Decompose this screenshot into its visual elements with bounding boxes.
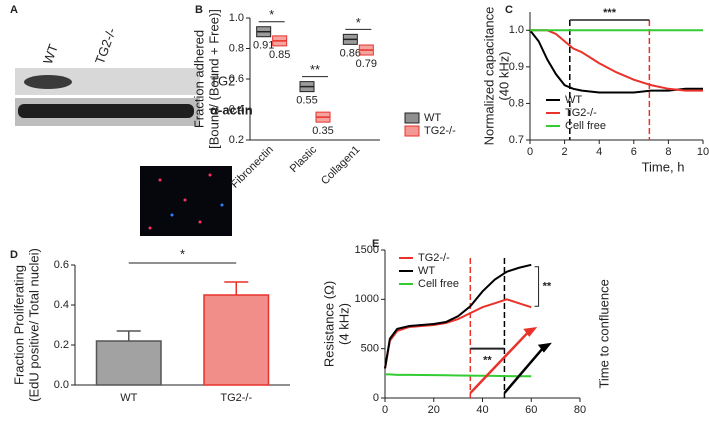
y-axis-label: (40 kHz) bbox=[496, 51, 511, 100]
annotation: * bbox=[180, 246, 185, 261]
y-tick-label: 1.0 bbox=[509, 24, 524, 36]
y-tick-label: 1000 bbox=[355, 293, 379, 305]
y-tick-label: 0.6 bbox=[229, 73, 244, 85]
significance: * bbox=[356, 15, 361, 30]
arrow-head bbox=[523, 326, 538, 337]
series-line bbox=[529, 29, 703, 94]
nucleus bbox=[183, 198, 187, 202]
y-axis-label: Fraction adhered bbox=[191, 30, 206, 128]
x-tick-label: 10 bbox=[697, 146, 709, 158]
x-tick-label: 8 bbox=[665, 146, 671, 158]
significance: * bbox=[269, 7, 274, 22]
x-tick-label: Collagen1 bbox=[319, 144, 363, 188]
nucleus bbox=[170, 213, 174, 217]
annotation: *** bbox=[603, 7, 617, 19]
series-line bbox=[385, 373, 532, 378]
x-tick-label: 40 bbox=[476, 404, 488, 416]
blot-band bbox=[24, 75, 72, 89]
legend-label: WT bbox=[424, 112, 441, 124]
nucleus bbox=[198, 220, 202, 224]
x-tick-label: Plastic bbox=[288, 143, 320, 175]
series-line bbox=[384, 298, 532, 369]
x-tick-label: 20 bbox=[428, 404, 440, 416]
x-tick-label: 60 bbox=[525, 404, 537, 416]
blot-panel: A WT TG2-/- TG2 α-actin bbox=[10, 4, 253, 126]
significance: ** bbox=[310, 62, 320, 77]
y-tick-label: 0.7 bbox=[509, 134, 524, 146]
legend-label: WT bbox=[418, 265, 435, 277]
blot-band bbox=[18, 104, 194, 118]
x-tick-label: WT bbox=[120, 392, 137, 404]
micrograph bbox=[140, 166, 232, 236]
band-label: α-actin bbox=[210, 102, 253, 117]
bar bbox=[203, 294, 270, 386]
y-axis-label: [Bound/ (Bound + Free)] bbox=[206, 9, 221, 149]
y-tick-label: 0.8 bbox=[509, 97, 524, 109]
x-tick-label: 80 bbox=[574, 404, 586, 416]
lane-label: WT bbox=[40, 42, 61, 66]
band-label: TG2 bbox=[210, 73, 235, 88]
y-tick-label: 1500 bbox=[355, 244, 379, 256]
x-tick-label: 0 bbox=[382, 404, 388, 416]
y-tick-label: 0.6 bbox=[54, 259, 69, 271]
panel-label: A bbox=[10, 4, 18, 16]
y-tick-label: 0.8 bbox=[229, 42, 244, 54]
y-tick-label: 0.2 bbox=[229, 134, 244, 146]
y-tick-label: 0.9 bbox=[509, 61, 524, 73]
y-axis-label: Normalized capacitance bbox=[481, 7, 496, 146]
legend-label: Cell free bbox=[418, 278, 459, 290]
y-tick-label: 1.0 bbox=[229, 12, 244, 24]
y-tick-label: 0.2 bbox=[54, 339, 69, 351]
y-tick-label: 0.4 bbox=[229, 103, 244, 115]
annotation: Time to confluence bbox=[596, 279, 611, 388]
y-tick-label: 0.0 bbox=[54, 379, 69, 391]
legend-label: TG2-/- bbox=[565, 107, 597, 119]
y-tick-label: 500 bbox=[361, 343, 379, 355]
bar bbox=[95, 340, 162, 386]
panel-label: C bbox=[505, 4, 513, 16]
y-axis-label: Fraction Proliferating bbox=[11, 265, 26, 385]
arrow bbox=[503, 343, 547, 394]
panel-label: D bbox=[10, 249, 18, 261]
value-label: 0.85 bbox=[269, 49, 290, 61]
value-label: 0.79 bbox=[356, 58, 377, 70]
value-label: 0.86 bbox=[340, 47, 361, 59]
lane-label: TG2-/- bbox=[92, 26, 119, 66]
legend-label: WT bbox=[565, 94, 582, 106]
panel-label: E bbox=[372, 238, 379, 250]
legend-label: TG2-/- bbox=[424, 125, 456, 137]
nucleus bbox=[208, 173, 212, 177]
series-line bbox=[530, 29, 703, 92]
x-tick-label: TG2-/- bbox=[220, 392, 252, 404]
legend-swatch bbox=[404, 112, 420, 124]
value-label: 0.55 bbox=[296, 95, 317, 107]
series-line bbox=[384, 263, 532, 369]
x-tick-label: 4 bbox=[596, 146, 602, 158]
y-tick-label: 0.4 bbox=[54, 299, 69, 311]
x-tick-label: 0 bbox=[527, 146, 533, 158]
arrow bbox=[469, 328, 533, 394]
x-tick-label: 6 bbox=[631, 146, 637, 158]
legend-label: TG2-/- bbox=[418, 252, 450, 264]
legend-label: Cell free bbox=[565, 120, 606, 132]
x-tick-label: Fibronectin bbox=[229, 144, 276, 191]
arrow-head bbox=[537, 342, 552, 353]
x-axis-label: Time, h bbox=[642, 159, 685, 174]
y-axis-label: Resistance (Ω) bbox=[321, 281, 336, 367]
value-label: 0.91 bbox=[253, 40, 274, 52]
annotation: ** bbox=[543, 280, 552, 292]
annotation: ** bbox=[483, 355, 492, 367]
value-label: 0.35 bbox=[312, 125, 333, 137]
y-axis-label: (EdU positive/ Total nuclei) bbox=[26, 248, 41, 402]
nucleus bbox=[220, 203, 224, 207]
y-axis-label: (4 kHz) bbox=[336, 303, 351, 345]
nucleus bbox=[148, 226, 152, 230]
y-tick-label: 0 bbox=[373, 392, 379, 404]
x-tick-label: 2 bbox=[562, 146, 568, 158]
panel-label: B bbox=[195, 4, 203, 16]
nucleus bbox=[158, 178, 162, 182]
legend-swatch bbox=[404, 125, 420, 137]
sig-bracket bbox=[534, 266, 540, 307]
